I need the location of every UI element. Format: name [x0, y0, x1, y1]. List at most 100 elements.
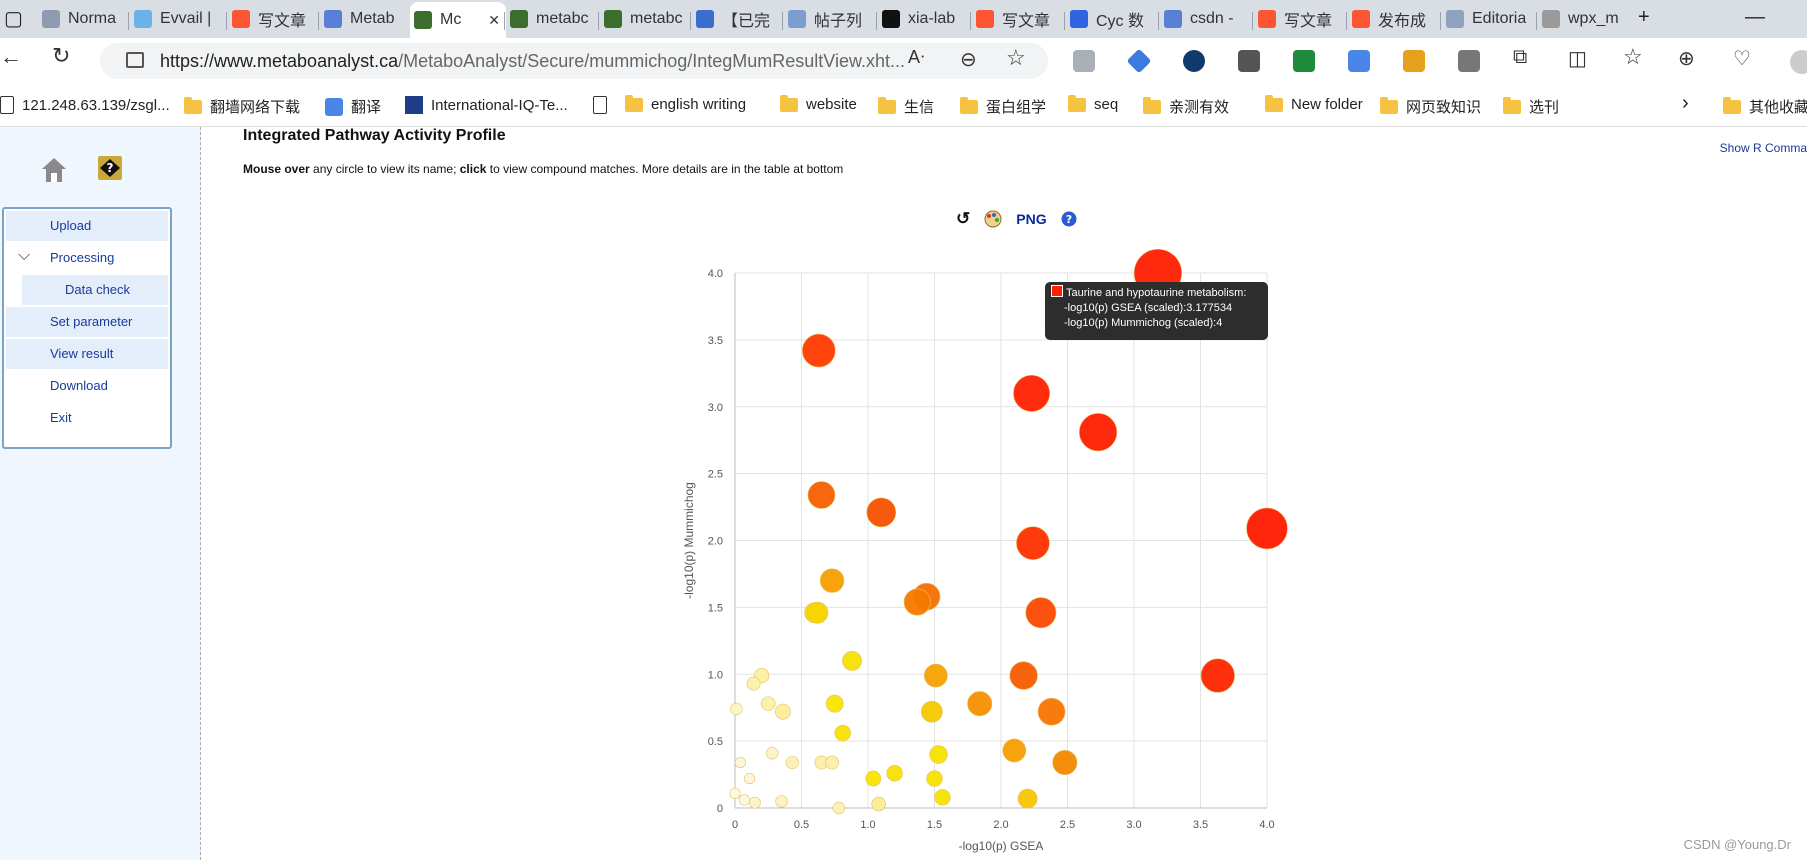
split-screen-icon[interactable]: ◫	[1568, 48, 1587, 70]
help-icon[interactable]: ?	[97, 155, 123, 181]
sidebar-item-set-parameter[interactable]: Set parameter	[6, 307, 168, 337]
pathway-point[interactable]	[1200, 658, 1235, 693]
refresh-icon[interactable]: ↻	[52, 43, 71, 68]
bookmark-item[interactable]: 翻译	[325, 96, 381, 117]
pathway-point[interactable]	[903, 588, 931, 616]
bookmark-item[interactable]: 亲测有效	[1143, 96, 1229, 117]
home-icon[interactable]	[40, 156, 68, 184]
sidebar-item-view-result[interactable]: View result	[6, 339, 168, 369]
url-field[interactable]: https://www.metaboanalyst.ca/MetaboAnaly…	[100, 43, 1048, 79]
browser-tab[interactable]: 写文章	[228, 4, 320, 34]
pathway-point[interactable]	[920, 700, 943, 723]
pathway-point[interactable]	[785, 755, 799, 770]
browser-tab[interactable]: 【已完	[692, 4, 784, 34]
extension-icon[interactable]	[1293, 50, 1315, 72]
extensions-puzzle-icon[interactable]: ⧉	[1513, 46, 1528, 68]
extension-icon[interactable]	[1183, 50, 1205, 72]
chevron-down-icon[interactable]: ⌵	[18, 247, 31, 264]
pathway-point[interactable]	[806, 601, 829, 624]
sidebar-item-upload[interactable]: Upload	[6, 211, 168, 241]
new-tab-button[interactable]: +	[1638, 6, 1650, 28]
browser-tab[interactable]: 帖子列	[784, 4, 878, 34]
pathway-point[interactable]	[1037, 697, 1066, 726]
pathway-point[interactable]	[730, 702, 743, 716]
favorite-star-icon[interactable]: ☆	[1006, 45, 1026, 70]
info-icon[interactable]: ?	[1061, 211, 1077, 227]
pathway-point[interactable]	[934, 789, 951, 806]
browser-tab[interactable]: Norma	[38, 4, 130, 34]
translate-icon[interactable]	[1348, 50, 1370, 72]
extension-icon[interactable]	[1403, 50, 1425, 72]
bookmark-item[interactable]: 生信	[878, 96, 934, 117]
pathway-point[interactable]	[746, 676, 761, 691]
pathway-point[interactable]	[744, 772, 756, 785]
extension-icon[interactable]	[1073, 50, 1095, 72]
palette-icon[interactable]	[984, 210, 1002, 228]
pathway-point[interactable]	[1246, 507, 1288, 550]
pathway-point[interactable]	[1025, 597, 1057, 629]
pathway-point[interactable]	[865, 770, 882, 787]
bookmark-item[interactable]: 121.248.63.139/zsgl...	[0, 96, 170, 114]
browser-tab[interactable]: xia-lab	[878, 4, 972, 34]
pathway-point[interactable]	[734, 756, 746, 769]
bookmark-item[interactable]: 其他收藏	[1723, 96, 1807, 117]
pathway-point[interactable]	[1052, 750, 1078, 776]
extension-icon[interactable]	[1238, 50, 1260, 72]
bookmark-item[interactable]: seq	[1068, 94, 1118, 113]
pathway-point[interactable]	[886, 765, 903, 782]
browser-tab[interactable]: 发布成	[1348, 4, 1442, 34]
browser-tab[interactable]: metabc	[506, 4, 600, 34]
bookmark-item[interactable]: New folder	[1265, 94, 1363, 113]
pathway-point[interactable]	[761, 696, 776, 711]
browser-tab[interactable]: Evvail |	[130, 4, 228, 34]
pathway-point[interactable]	[871, 796, 886, 812]
pathway-point[interactable]	[866, 497, 897, 528]
favorites-icon[interactable]: ☆	[1623, 44, 1643, 69]
bookmarks-overflow-chevron-icon[interactable]: ›	[1682, 92, 1689, 114]
pathway-point[interactable]	[834, 724, 851, 742]
pathway-point[interactable]	[729, 787, 741, 799]
pathway-point[interactable]	[842, 651, 862, 671]
pathway-point[interactable]	[1016, 526, 1050, 560]
pathway-point[interactable]	[775, 795, 788, 808]
show-r-commands-link[interactable]: Show R Comma	[1719, 141, 1807, 155]
tab-actions-icon[interactable]: ▢	[4, 8, 23, 30]
sidebar-item-download[interactable]: Download	[6, 371, 168, 401]
minimize-button[interactable]: —	[1745, 6, 1765, 28]
pathway-point[interactable]	[923, 663, 948, 688]
bookmark-item[interactable]: 选刊	[1503, 96, 1559, 117]
pathway-point[interactable]	[801, 333, 836, 368]
bookmark-item[interactable]: english writing	[625, 94, 746, 113]
png-download-button[interactable]: PNG	[1016, 211, 1047, 227]
bookmark-item[interactable]: 蛋白组学	[960, 96, 1046, 117]
pathway-point[interactable]	[1009, 661, 1038, 690]
pathway-point[interactable]	[765, 746, 779, 760]
browser-tab[interactable]: Editoria	[1442, 4, 1538, 34]
sidebar-item-data-check[interactable]: Data check	[22, 275, 168, 305]
pathway-point[interactable]	[1017, 788, 1038, 809]
health-icon[interactable]: ♡	[1733, 48, 1751, 70]
bookmark-item[interactable]: International-IQ-Te...	[405, 96, 568, 114]
pathway-point[interactable]	[738, 794, 750, 806]
pathway-point[interactable]	[825, 694, 844, 713]
pathway-point[interactable]	[926, 770, 943, 787]
zoom-icon[interactable]: ⊖	[960, 49, 977, 71]
bookmark-item[interactable]	[593, 96, 615, 114]
bookmark-item[interactable]: website	[780, 94, 857, 113]
collections-icon[interactable]: ⊕	[1678, 48, 1695, 70]
back-icon[interactable]: ←	[0, 44, 22, 69]
browser-tab[interactable]: Mc ✕	[410, 2, 506, 38]
pathway-point[interactable]	[749, 796, 761, 809]
pathway-point[interactable]	[1002, 738, 1027, 763]
pathway-point[interactable]	[929, 745, 948, 764]
pathway-point[interactable]	[825, 755, 839, 770]
browser-tab[interactable]: wpx_m	[1538, 4, 1628, 34]
browser-tab[interactable]: Metab	[320, 4, 410, 34]
sidebar-item-exit[interactable]: Exit	[6, 403, 168, 433]
pathway-point[interactable]	[967, 691, 993, 717]
pathway-point[interactable]	[819, 568, 845, 593]
browser-tab[interactable]: Cyc 数	[1066, 4, 1160, 34]
extension-icon[interactable]	[1458, 50, 1480, 72]
browser-tab[interactable]: metabc	[600, 4, 692, 34]
pathway-point[interactable]	[774, 703, 791, 720]
